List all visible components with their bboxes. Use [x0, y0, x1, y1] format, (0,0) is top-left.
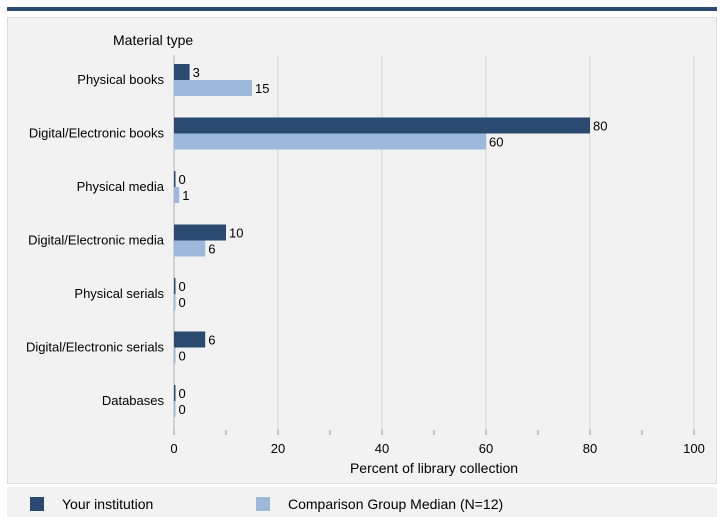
- category-label: Digital/Electronic books: [29, 126, 165, 141]
- x-tick-label: 100: [683, 441, 705, 456]
- bar-your-institution: [174, 64, 190, 80]
- bar-data-label: 1: [182, 188, 189, 203]
- category-labels: Physical books Digital/Electronic books Ph…: [26, 72, 165, 408]
- legend-label-your-institution: Your institution: [62, 496, 154, 512]
- legend-item-comparison-median: Comparison Group Median (N=12): [256, 495, 503, 513]
- chart-panel: [7, 17, 717, 484]
- category-label: Physical media: [77, 179, 165, 194]
- x-tick-label: 40: [375, 441, 389, 456]
- bar-comparison-median: [174, 294, 176, 310]
- bar-data-label: 0: [179, 172, 186, 187]
- bar-data-label: 80: [593, 119, 607, 134]
- bar-data-label: 0: [179, 402, 186, 417]
- bar-comparison-median: [174, 187, 180, 203]
- x-tick-label: 0: [170, 441, 177, 456]
- bar-your-institution: [174, 117, 590, 134]
- bar-data-label: 15: [255, 81, 269, 96]
- bar-data-label: 6: [208, 333, 215, 348]
- category-label: Databases: [102, 393, 165, 408]
- legend-label-comparison-median: Comparison Group Median (N=12): [288, 496, 504, 512]
- header-rule: [7, 7, 717, 11]
- bar-data-label: 6: [208, 242, 215, 257]
- bar-data-label: 60: [489, 135, 503, 150]
- x-tick-label: 20: [271, 441, 285, 456]
- bar-data-label: 10: [229, 226, 243, 241]
- bar-data-label: 0: [179, 295, 186, 310]
- bar-data-label: 3: [193, 65, 200, 80]
- bar-data-label: 0: [179, 279, 186, 294]
- bar-comparison-median: [174, 240, 206, 257]
- legend-item-your-institution: Your institution: [30, 495, 153, 513]
- bar-data-label: 0: [179, 386, 186, 401]
- bar-data-label: 0: [179, 349, 186, 364]
- bar-comparison-median: [174, 133, 486, 150]
- bar-your-institution: [174, 224, 226, 241]
- category-label: Digital/Electronic media: [28, 233, 165, 248]
- category-label: Digital/Electronic serials: [26, 340, 164, 355]
- legend-swatch-your-institution: [30, 497, 44, 511]
- bar-your-institution: [174, 385, 176, 401]
- bar-your-institution: [174, 331, 206, 348]
- category-label: Physical serials: [74, 286, 164, 301]
- x-tick-label: 80: [583, 441, 597, 456]
- bar-comparison-median: [174, 80, 252, 96]
- bar-comparison-median: [174, 347, 176, 364]
- legend-swatch-comparison-median: [256, 497, 270, 511]
- category-label: Physical books: [77, 72, 164, 87]
- x-tick-label: 60: [479, 441, 493, 456]
- x-axis-title: Percent of library collection: [350, 460, 518, 476]
- bar-your-institution: [174, 278, 176, 294]
- bar-your-institution: [174, 171, 176, 187]
- legend: [7, 487, 717, 517]
- gridlines: [173, 55, 695, 435]
- category-axis-title: Material type: [113, 32, 193, 48]
- x-tick-labels: 0 20 40 60 80 100: [170, 441, 704, 456]
- bar-comparison-median: [174, 401, 176, 417]
